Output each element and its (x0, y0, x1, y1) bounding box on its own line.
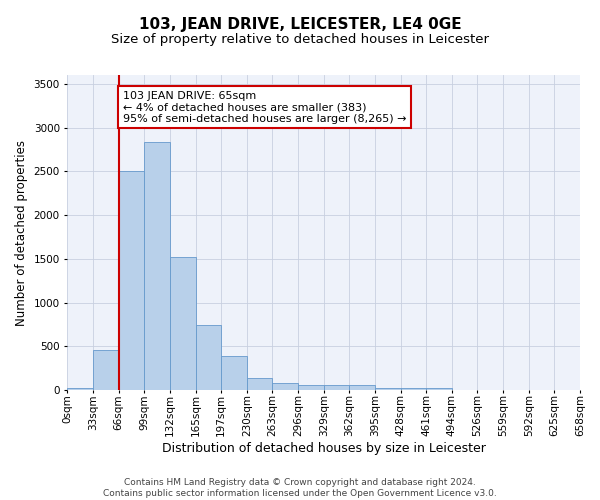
Bar (272, 383, 298, 390)
Text: 103 JEAN DRIVE: 65sqm
← 4% of detached houses are smaller (383)
95% of semi-deta: 103 JEAN DRIVE: 65sqm ← 4% of detached h… (122, 91, 406, 124)
Y-axis label: Number of detached properties: Number of detached properties (15, 140, 28, 326)
Bar (145, 142, 170, 390)
Bar (247, 378, 272, 390)
Bar (298, 386, 324, 390)
Bar (170, 257, 196, 390)
Bar (67, 388, 93, 390)
Text: Contains HM Land Registry data © Crown copyright and database right 2024.
Contai: Contains HM Land Registry data © Crown c… (103, 478, 497, 498)
Bar (93, 350, 119, 390)
Bar (375, 388, 401, 390)
Bar (324, 386, 349, 390)
Text: Size of property relative to detached houses in Leicester: Size of property relative to detached ho… (111, 32, 489, 46)
Bar (401, 388, 426, 390)
Bar (426, 388, 452, 390)
Text: 103, JEAN DRIVE, LEICESTER, LE4 0GE: 103, JEAN DRIVE, LEICESTER, LE4 0GE (139, 18, 461, 32)
X-axis label: Distribution of detached houses by size in Leicester: Distribution of detached houses by size … (162, 442, 485, 455)
Bar (119, 172, 145, 390)
Bar (349, 386, 375, 390)
Bar (221, 356, 247, 390)
Bar (196, 326, 221, 390)
